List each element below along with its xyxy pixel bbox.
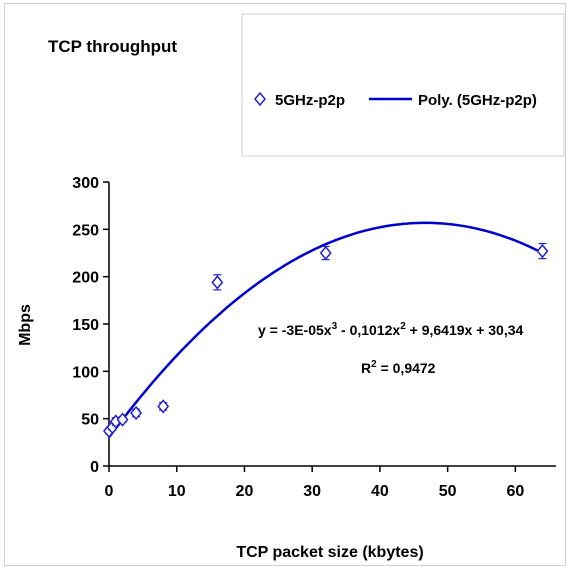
data-point xyxy=(157,399,170,414)
data-point xyxy=(130,405,143,421)
data-point xyxy=(319,245,332,261)
x-ticks: 0 10 20 30 40 50 60 xyxy=(105,466,524,500)
legend-marker-diamond xyxy=(254,91,266,107)
y-axis-label: Mbps xyxy=(17,304,34,346)
data-point xyxy=(116,412,129,427)
x-tick-label: 0 xyxy=(105,483,114,500)
x-tick-label: 20 xyxy=(236,483,254,500)
x-tick-label: 60 xyxy=(506,483,524,500)
y-tick-label: 100 xyxy=(72,364,99,381)
data-point xyxy=(536,243,549,259)
x-tick-label: 30 xyxy=(303,483,321,500)
y-tick-label: 250 xyxy=(72,222,99,239)
x-tick-label: 50 xyxy=(439,483,457,500)
y-tick-label: 300 xyxy=(72,175,99,192)
y-tick-label: 0 xyxy=(90,459,99,476)
x-tick-label: 10 xyxy=(168,483,186,500)
y-ticks: 0 50 100 150 200 250 300 xyxy=(72,175,109,476)
r-squared: R2 = 0,9472 xyxy=(361,359,436,376)
legend-label-poly: Poly. (5GHz-p2p) xyxy=(418,92,537,109)
trendline-poly xyxy=(107,221,544,439)
legend-label-series: 5GHz-p2p xyxy=(275,92,345,109)
data-points xyxy=(103,242,549,439)
y-tick-label: 200 xyxy=(72,270,99,287)
data-point xyxy=(211,275,224,290)
y-tick-label: 150 xyxy=(72,317,99,334)
trend-equation: y = -3E-05x3 - 0,1012x2 + 9,6419x + 30,3… xyxy=(258,321,524,338)
x-tick-label: 40 xyxy=(371,483,389,500)
x-axis-label: TCP packet size (kbytes) xyxy=(236,544,423,561)
legend: 5GHz-p2p Poly. (5GHz-p2p) xyxy=(241,13,565,157)
legend-box xyxy=(241,13,565,157)
y-tick-label: 50 xyxy=(81,412,99,429)
chart-title: TCP throughput xyxy=(48,37,177,56)
